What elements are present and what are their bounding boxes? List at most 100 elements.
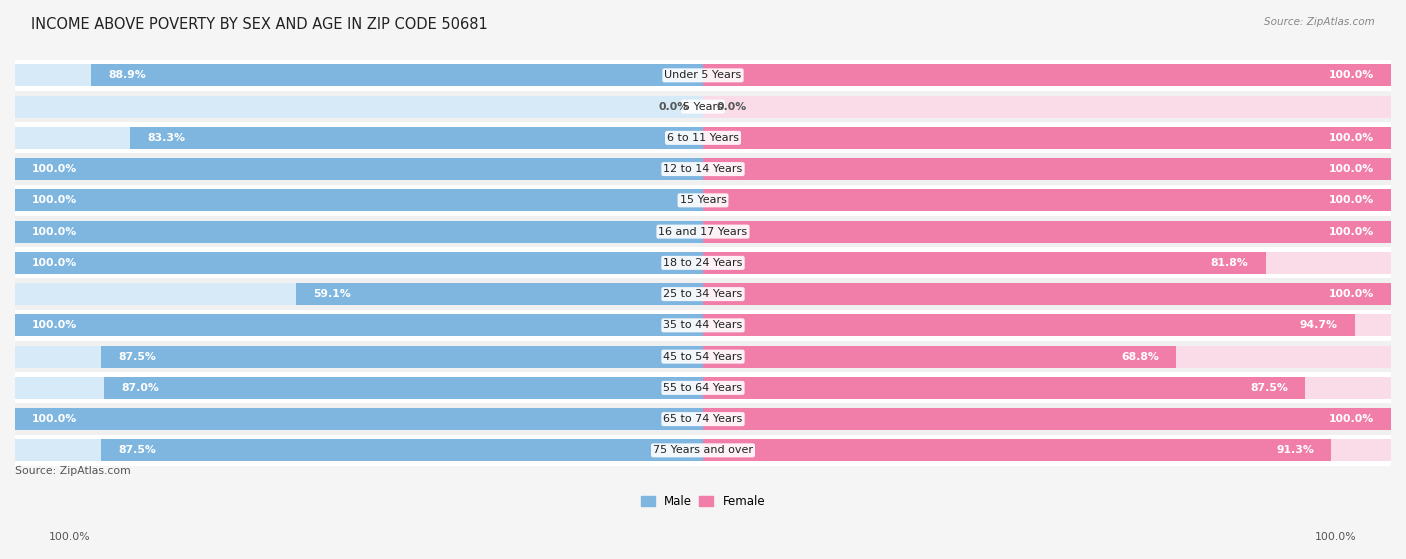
Text: 15 Years: 15 Years	[679, 195, 727, 205]
Bar	[101, 439, 703, 461]
Bar	[15, 190, 703, 211]
Text: Source: ZipAtlas.com: Source: ZipAtlas.com	[15, 466, 131, 476]
Bar	[703, 408, 1391, 430]
Bar	[15, 345, 703, 368]
Text: 87.0%: 87.0%	[122, 383, 159, 393]
Text: 83.3%: 83.3%	[148, 133, 186, 143]
Bar	[15, 190, 703, 211]
Text: 12 to 14 Years: 12 to 14 Years	[664, 164, 742, 174]
Text: 68.8%: 68.8%	[1121, 352, 1159, 362]
Text: 100.0%: 100.0%	[1329, 133, 1374, 143]
Bar	[15, 372, 1391, 404]
Bar	[129, 127, 703, 149]
Bar	[15, 314, 703, 337]
Bar	[703, 64, 1391, 86]
Text: Source: ZipAtlas.com: Source: ZipAtlas.com	[1264, 17, 1375, 27]
Text: 100.0%: 100.0%	[32, 414, 77, 424]
Bar	[15, 221, 703, 243]
Text: 100.0%: 100.0%	[1329, 70, 1374, 80]
Bar	[15, 252, 703, 274]
Bar	[15, 221, 703, 243]
Text: 87.5%: 87.5%	[118, 446, 156, 456]
Bar	[15, 408, 703, 430]
Text: 87.5%: 87.5%	[1250, 383, 1288, 393]
Text: 94.7%: 94.7%	[1299, 320, 1337, 330]
Bar	[703, 252, 1391, 274]
Bar	[703, 408, 1391, 430]
Bar	[703, 377, 1391, 399]
Bar	[703, 439, 1331, 461]
Bar	[15, 91, 1391, 122]
Text: 55 to 64 Years: 55 to 64 Years	[664, 383, 742, 393]
Bar	[703, 314, 1354, 337]
Bar	[15, 158, 703, 180]
Bar	[703, 377, 1305, 399]
Bar	[15, 60, 1391, 91]
Legend: Male, Female: Male, Female	[636, 490, 770, 513]
Bar	[703, 64, 1391, 86]
Bar	[297, 283, 703, 305]
Text: 100.0%: 100.0%	[1329, 226, 1374, 236]
Text: 100.0%: 100.0%	[1329, 414, 1374, 424]
Bar	[703, 127, 1391, 149]
Text: 25 to 34 Years: 25 to 34 Years	[664, 289, 742, 299]
Text: 88.9%: 88.9%	[108, 70, 146, 80]
Text: 100.0%: 100.0%	[1315, 532, 1357, 542]
Text: 18 to 24 Years: 18 to 24 Years	[664, 258, 742, 268]
Bar	[15, 127, 703, 149]
Bar	[15, 154, 1391, 184]
Text: 100.0%: 100.0%	[1329, 289, 1374, 299]
Bar	[703, 96, 1391, 117]
Text: 59.1%: 59.1%	[314, 289, 352, 299]
Bar	[703, 221, 1391, 243]
Bar	[703, 252, 1265, 274]
Bar	[15, 408, 703, 430]
Text: 100.0%: 100.0%	[1329, 164, 1374, 174]
Text: 75 Years and over: 75 Years and over	[652, 446, 754, 456]
Text: 100.0%: 100.0%	[49, 532, 91, 542]
Text: Under 5 Years: Under 5 Years	[665, 70, 741, 80]
Bar	[15, 64, 703, 86]
Bar	[15, 435, 1391, 466]
Bar	[703, 190, 1391, 211]
Bar	[703, 345, 1391, 368]
Bar	[15, 158, 703, 180]
Bar	[15, 314, 703, 337]
Text: 100.0%: 100.0%	[32, 226, 77, 236]
Bar	[703, 314, 1391, 337]
Text: 0.0%: 0.0%	[659, 102, 689, 112]
Bar	[703, 158, 1391, 180]
Bar	[15, 247, 1391, 278]
Text: 100.0%: 100.0%	[32, 164, 77, 174]
Bar	[15, 122, 1391, 154]
Text: 100.0%: 100.0%	[32, 320, 77, 330]
Bar	[101, 345, 703, 368]
Text: 100.0%: 100.0%	[1329, 195, 1374, 205]
Bar	[15, 96, 703, 117]
Bar	[703, 158, 1391, 180]
Bar	[15, 278, 1391, 310]
Text: INCOME ABOVE POVERTY BY SEX AND AGE IN ZIP CODE 50681: INCOME ABOVE POVERTY BY SEX AND AGE IN Z…	[31, 17, 488, 32]
Bar	[15, 404, 1391, 435]
Text: 91.3%: 91.3%	[1277, 446, 1315, 456]
Text: 45 to 54 Years: 45 to 54 Years	[664, 352, 742, 362]
Bar	[15, 310, 1391, 341]
Text: 87.5%: 87.5%	[118, 352, 156, 362]
Text: 100.0%: 100.0%	[32, 195, 77, 205]
Text: 16 and 17 Years: 16 and 17 Years	[658, 226, 748, 236]
Bar	[104, 377, 703, 399]
Bar	[15, 377, 703, 399]
Bar	[703, 127, 1391, 149]
Bar	[703, 283, 1391, 305]
Text: 81.8%: 81.8%	[1211, 258, 1249, 268]
Text: 6 to 11 Years: 6 to 11 Years	[666, 133, 740, 143]
Bar	[703, 283, 1391, 305]
Text: 35 to 44 Years: 35 to 44 Years	[664, 320, 742, 330]
Bar	[15, 184, 1391, 216]
Bar	[15, 283, 703, 305]
Text: 100.0%: 100.0%	[32, 258, 77, 268]
Bar	[703, 221, 1391, 243]
Bar	[15, 216, 1391, 247]
Bar	[703, 345, 1177, 368]
Bar	[15, 439, 703, 461]
